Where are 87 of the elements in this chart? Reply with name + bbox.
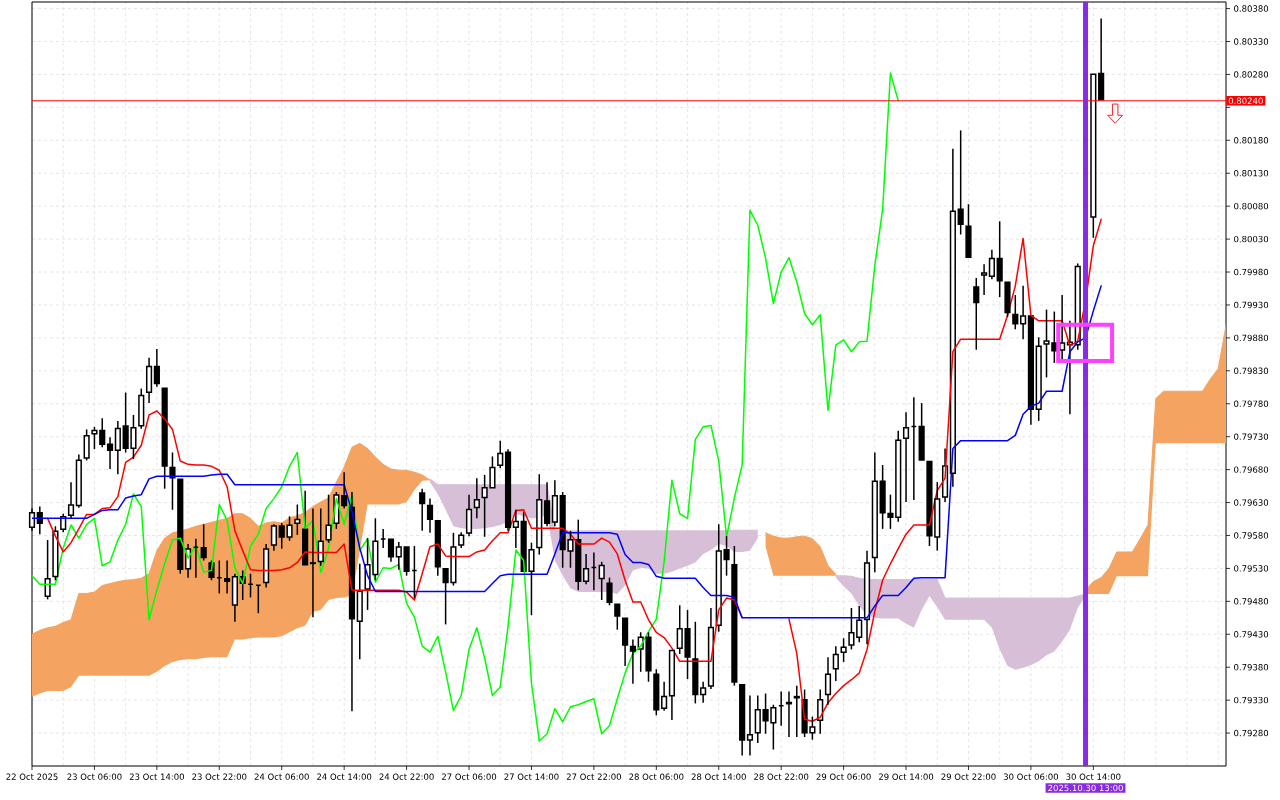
x-tick-label: 23 Oct 22:00 [192, 773, 247, 780]
y-tick-label: 0.79630 [1234, 499, 1269, 506]
candlestick [739, 683, 746, 757]
y-tick-label: 0.80380 [1234, 5, 1269, 12]
y-tick-label: 0.80280 [1234, 71, 1269, 78]
x-tick-label: 27 Oct 14:00 [504, 773, 559, 780]
candlestick [512, 509, 519, 549]
candlestick [434, 519, 441, 577]
x-tick-label: 22 Oct 2025 [6, 773, 58, 780]
x-tick-label: 29 Oct 22:00 [941, 773, 996, 780]
x-tick-label: 28 Oct 22:00 [754, 773, 809, 780]
ref-line-label: 0.80240 [1228, 97, 1263, 104]
y-tick-label: 0.80180 [1234, 137, 1269, 144]
y-tick-label: 0.79680 [1234, 466, 1269, 473]
candlestick [302, 489, 309, 566]
y-tick-label: 0.79280 [1234, 729, 1269, 737]
candlestick [497, 439, 504, 470]
x-tick-label: 28 Oct 14:00 [691, 773, 746, 780]
y-tick-label: 0.79580 [1234, 532, 1269, 539]
candlestick [863, 549, 871, 645]
y-tick-label: 0.79330 [1234, 696, 1269, 704]
x-tick-label: 30 Oct 06:00 [1003, 773, 1059, 780]
x-tick-label: 2025.10.30 13:00 [1048, 784, 1123, 792]
y-tick-label: 0.79980 [1234, 268, 1269, 276]
candlestick [543, 481, 551, 528]
candlestick [224, 559, 231, 595]
y-tick-label: 0.80130 [1234, 170, 1269, 177]
candlestick [161, 387, 168, 490]
x-tick-label: 24 Oct 06:00 [254, 773, 309, 780]
candlestick [473, 477, 480, 520]
x-tick-label: 23 Oct 14:00 [129, 773, 184, 780]
candlestick [263, 543, 270, 589]
y-tick-label: 0.79430 [1234, 631, 1269, 638]
candlestick [1020, 285, 1027, 340]
y-tick-label: 0.80080 [1234, 202, 1269, 210]
candlestick [700, 680, 707, 704]
candlestick [965, 203, 972, 258]
x-tick-label: 27 Oct 22:00 [566, 773, 622, 780]
y-tick-label: 0.79880 [1234, 334, 1269, 342]
x-tick-label: 27 Oct 06:00 [441, 773, 497, 780]
candlestick [1090, 73, 1097, 239]
x-tick-label: 24 Oct 22:00 [379, 773, 434, 780]
candlestick [387, 538, 395, 563]
candlestick [1098, 17, 1105, 101]
candlestick [114, 420, 121, 475]
candlestick [980, 263, 988, 296]
y-tick-label: 0.79480 [1234, 598, 1269, 605]
x-tick-label: 29 Oct 14:00 [878, 773, 934, 780]
candlestick [668, 649, 676, 721]
y-tick-label: 0.79830 [1234, 367, 1269, 375]
y-tick-label: 0.79380 [1234, 663, 1269, 671]
candlestick [75, 453, 82, 509]
candlestick [551, 479, 558, 528]
candlestick [67, 481, 75, 520]
candlestick [902, 411, 910, 503]
y-tick-label: 0.80330 [1234, 38, 1269, 45]
candlestick [356, 563, 363, 661]
candlestick [871, 451, 878, 574]
candlestick [949, 148, 956, 488]
x-tick-label: 24 Oct 14:00 [317, 773, 372, 780]
y-tick-label: 0.79530 [1234, 565, 1269, 572]
candlestick [832, 645, 839, 682]
candlestick [1027, 315, 1034, 426]
candlestick [153, 348, 160, 388]
candlestick [145, 356, 153, 404]
candlestick [465, 493, 473, 537]
x-tick-label: 23 Oct 06:00 [67, 773, 122, 780]
candlestick [629, 638, 636, 685]
candlestick [918, 402, 925, 461]
y-tick-label: 0.79780 [1234, 400, 1269, 407]
candlestick [793, 684, 800, 738]
y-tick-label: 0.79730 [1234, 433, 1269, 440]
candlestick [309, 507, 317, 618]
candlestick [622, 617, 629, 667]
candlestick [582, 553, 590, 585]
x-tick-label: 29 Oct 06:00 [816, 773, 871, 780]
x-tick-label: 28 Oct 06:00 [629, 773, 684, 780]
candlestick [106, 436, 114, 470]
candlestick [661, 680, 668, 712]
x-tick-label: 30 Oct 14:00 [1066, 773, 1121, 780]
y-tick-label: 0.80030 [1234, 235, 1269, 243]
candlestick [746, 694, 754, 757]
candlestick [426, 497, 434, 534]
y-tick-label: 0.79930 [1234, 301, 1269, 309]
candlestick [824, 656, 832, 706]
candlestick [988, 248, 995, 281]
candlestick [341, 471, 348, 510]
